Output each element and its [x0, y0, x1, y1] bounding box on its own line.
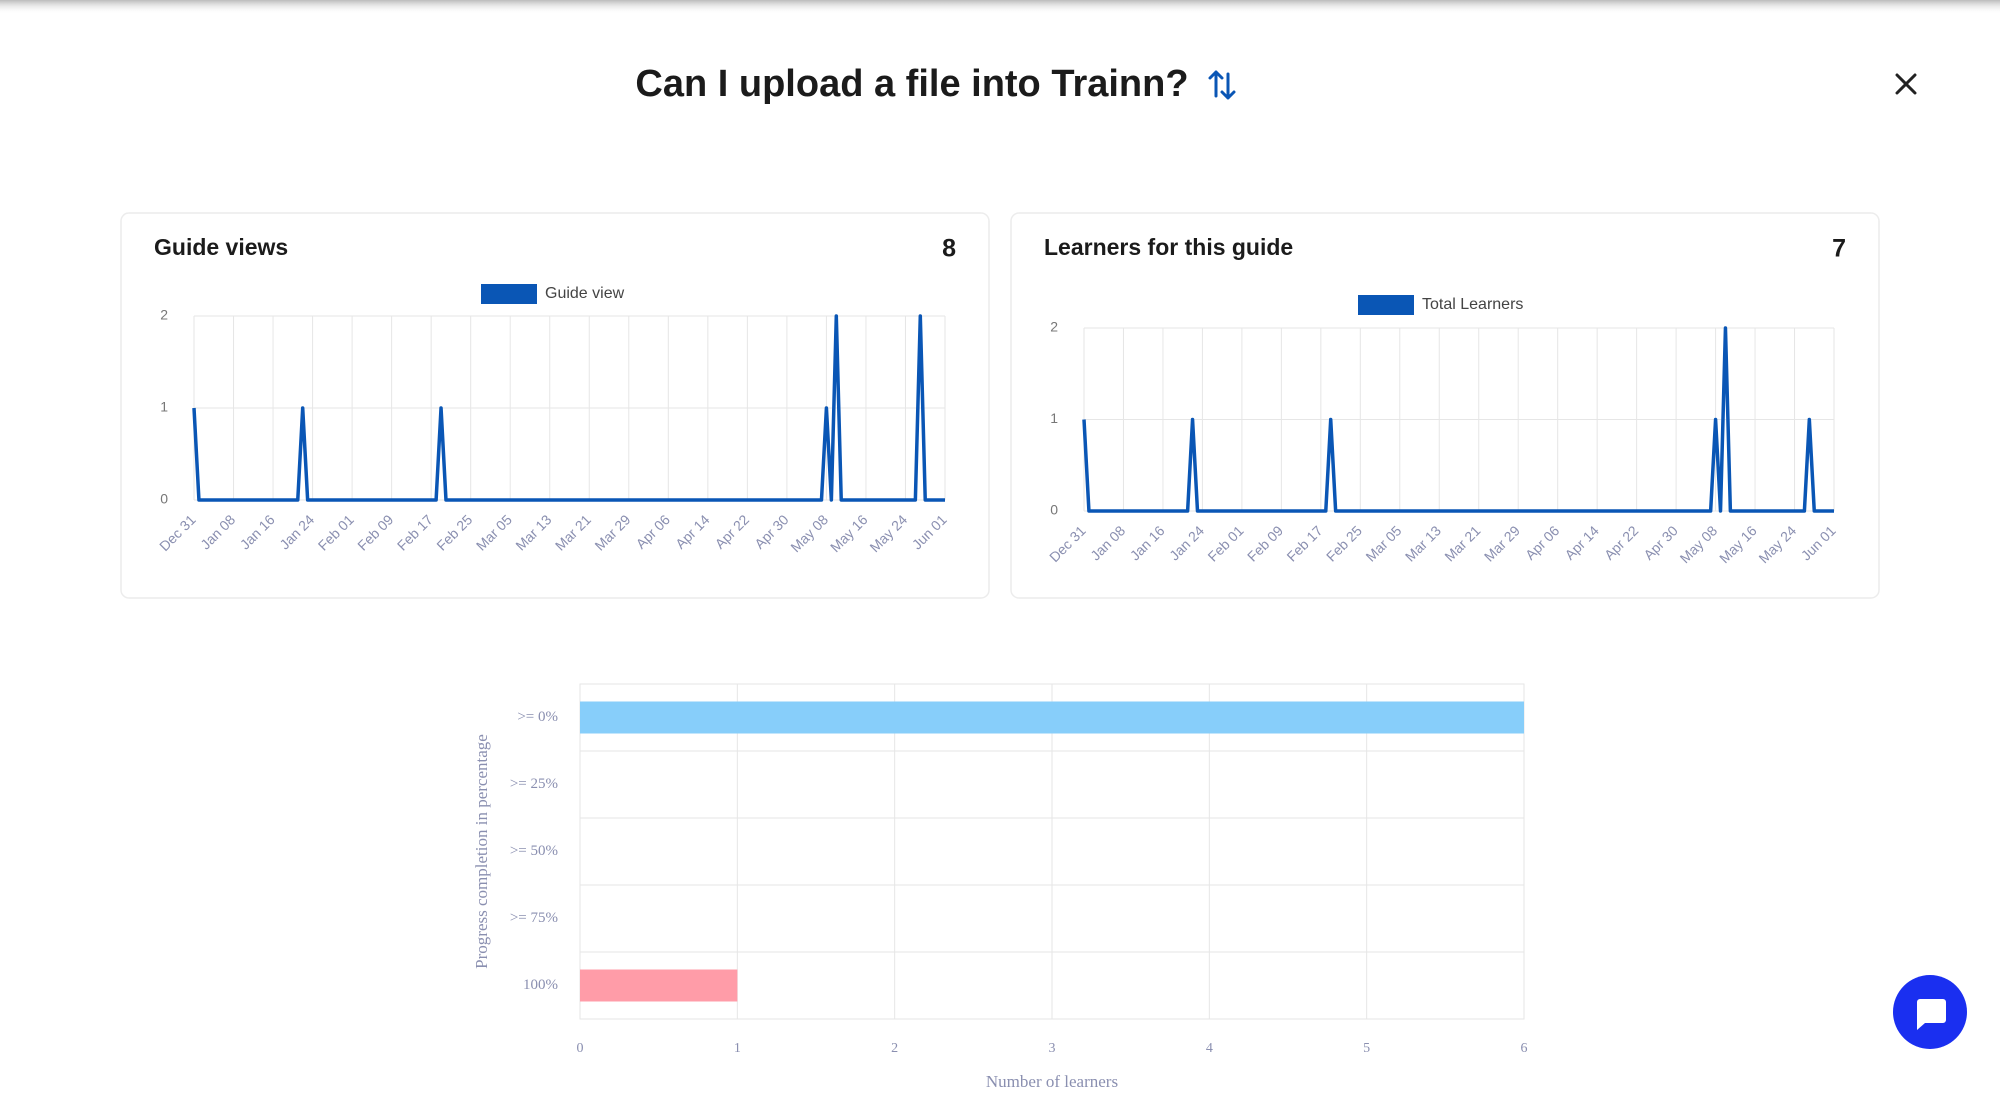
card-title: Learners for this guide	[1044, 234, 1293, 260]
x-tick-label: 1	[734, 1041, 741, 1056]
y-axis-title: Progress completion in percentage	[472, 734, 491, 969]
legend-label: Total Learners	[1422, 296, 1523, 313]
x-tick-label: 3	[1049, 1041, 1056, 1056]
y-tick-label: >= 50%	[510, 843, 558, 859]
legend-swatch	[1358, 295, 1414, 315]
x-tick-label: 5	[1363, 1041, 1370, 1056]
x-tick-label: 2	[891, 1041, 898, 1056]
card	[1010, 212, 1880, 599]
bar	[580, 701, 1524, 734]
y-tick-label: 1	[1050, 410, 1058, 426]
top-shadow	[0, 0, 2000, 14]
card-total: 8	[942, 235, 956, 263]
y-tick-label: 100%	[523, 977, 558, 993]
y-tick-label: >= 75%	[510, 910, 558, 926]
x-tick-label: 6	[1521, 1041, 1528, 1056]
x-tick-label: 0	[577, 1041, 584, 1056]
x-tick-label: 4	[1206, 1041, 1213, 1056]
sort-button[interactable]	[1208, 70, 1236, 100]
x-axis-title: Number of learners	[986, 1072, 1118, 1091]
legend-swatch	[481, 284, 537, 304]
modal-title: Can I upload a file into Trainn?	[635, 63, 1188, 105]
bar	[580, 969, 738, 1002]
y-tick-label: >= 0%	[517, 709, 558, 725]
y-tick-label: 0	[160, 491, 168, 507]
card-total: 7	[1832, 235, 1846, 263]
y-tick-label: >= 25%	[510, 776, 558, 792]
card-title: Guide views	[154, 234, 288, 260]
close-button[interactable]	[1895, 73, 1917, 95]
y-tick-label: 2	[160, 307, 168, 323]
y-tick-label: 0	[1050, 502, 1058, 518]
chat-button[interactable]	[1893, 975, 1967, 1049]
legend-label: Guide view	[545, 285, 625, 302]
y-tick-label: 2	[1050, 319, 1058, 335]
line	[1082, 326, 1834, 513]
line	[192, 314, 945, 502]
y-tick-label: 1	[160, 399, 168, 415]
